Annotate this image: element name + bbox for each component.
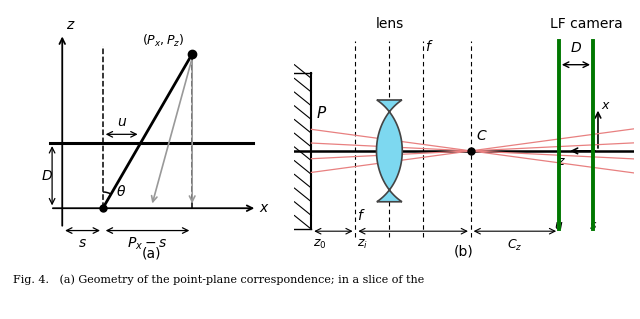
Text: Fig. 4.   (a) Geometry of the point-plane correspondence; in a slice of the: Fig. 4. (a) Geometry of the point-plane …: [13, 274, 424, 285]
Text: $f$: $f$: [425, 39, 434, 54]
Text: $u$: $u$: [554, 219, 564, 233]
Text: $s$: $s$: [78, 236, 87, 250]
Text: $D$: $D$: [570, 41, 582, 55]
Text: $z_0$: $z_0$: [313, 238, 326, 251]
Text: $z$: $z$: [67, 18, 76, 32]
Text: $s$: $s$: [589, 219, 597, 233]
Text: $f$: $f$: [357, 208, 366, 223]
Text: $\theta$: $\theta$: [116, 184, 126, 199]
Polygon shape: [376, 100, 403, 202]
Text: $C_z$: $C_z$: [507, 238, 523, 253]
Text: LF camera: LF camera: [550, 18, 623, 31]
Text: $P$: $P$: [316, 106, 328, 122]
Text: (a): (a): [142, 247, 161, 261]
Text: $z$: $z$: [557, 155, 566, 168]
Text: $z_i$: $z_i$: [357, 238, 368, 251]
Text: $P_x - s$: $P_x - s$: [127, 236, 168, 252]
Text: $x$: $x$: [602, 99, 611, 112]
Text: $C$: $C$: [476, 129, 488, 143]
Text: lens: lens: [375, 18, 403, 31]
Text: $D$: $D$: [41, 169, 53, 183]
Text: $u$: $u$: [116, 115, 127, 129]
Text: $x$: $x$: [259, 201, 270, 215]
Text: $(P_x, P_z)$: $(P_x, P_z)$: [143, 33, 185, 49]
Text: (b): (b): [454, 245, 474, 259]
